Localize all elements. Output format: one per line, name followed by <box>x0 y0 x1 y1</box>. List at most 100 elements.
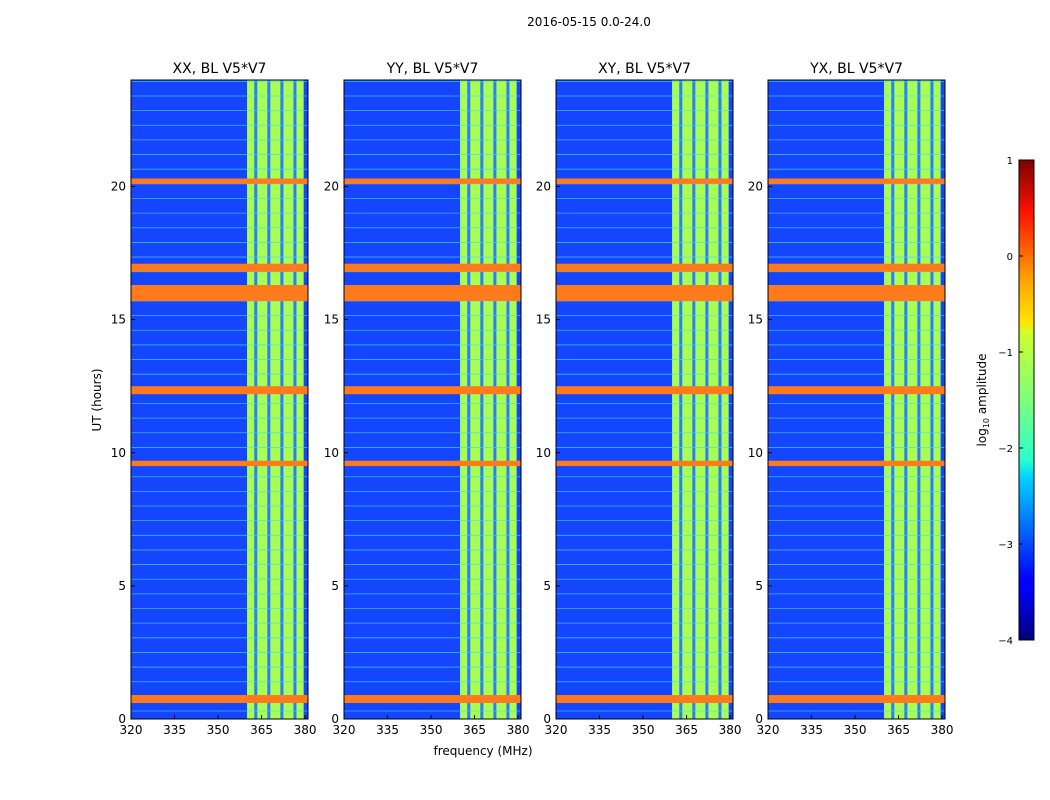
rfi-band <box>556 695 733 704</box>
rfi-band <box>768 285 945 301</box>
x-tick-label: 320 <box>120 723 143 737</box>
channel-gap <box>493 80 497 719</box>
rfi-band <box>556 460 733 467</box>
rfi-band <box>131 263 308 272</box>
colorbar <box>1018 159 1035 641</box>
y-axis-label: UT (hours) <box>90 368 104 431</box>
panel-title: XY, BL V5*V7 <box>598 61 691 77</box>
x-tick-label: 335 <box>588 723 611 737</box>
rfi-band <box>131 178 308 184</box>
channel-gap <box>480 80 484 719</box>
x-tick-label: 350 <box>632 723 655 737</box>
x-tick-label: 380 <box>719 723 742 737</box>
colorbar-label-suffix: amplitude <box>975 354 989 418</box>
y-tick-label: 20 <box>536 180 551 194</box>
y-tick-label: 15 <box>111 313 126 327</box>
y-tick-label: 15 <box>748 313 763 327</box>
rfi-band <box>344 386 521 395</box>
x-tick-label: 365 <box>250 723 273 737</box>
x-tick-label: 350 <box>420 723 443 737</box>
channel-gap <box>904 80 908 719</box>
colorbar-label-prefix: log <box>975 428 989 446</box>
x-tick-label: 380 <box>931 723 954 737</box>
rfi-band <box>768 460 945 467</box>
plot-frame <box>767 79 946 720</box>
channel-gap <box>293 80 297 719</box>
panel-title: YX, BL V5*V7 <box>809 61 903 77</box>
rfi-band <box>556 263 733 272</box>
rfi-band <box>344 460 521 467</box>
y-tick-label: 5 <box>543 579 551 593</box>
y-tick-label: 15 <box>324 313 339 327</box>
rfi-band <box>556 178 733 184</box>
y-tick-label: 10 <box>111 446 126 460</box>
x-tick-label: 335 <box>800 723 823 737</box>
x-tick-label: 350 <box>207 723 230 737</box>
x-tick-label: 350 <box>844 723 867 737</box>
channel-gap <box>254 80 258 719</box>
panel-1: 320 335 350 365 380 0 5 10 15 20 YY, BL V5*V7 <box>324 61 530 737</box>
channel-gap <box>679 80 683 719</box>
y-tick-label: 0 <box>543 712 551 726</box>
y-tick-label: 0 <box>331 712 339 726</box>
panel-title: XX, BL V5*V7 <box>173 61 267 77</box>
x-tick-label: 335 <box>376 723 399 737</box>
rfi-band <box>344 695 521 704</box>
y-tick-label: 20 <box>324 180 339 194</box>
y-tick-label: 0 <box>118 712 126 726</box>
channel-gap <box>930 80 934 719</box>
colorbar-tick-label: 0 <box>1007 252 1013 263</box>
rfi-band <box>768 178 945 184</box>
rfi-band <box>344 263 521 272</box>
x-tick-label: 335 <box>163 723 186 737</box>
x-tick-label: 365 <box>675 723 698 737</box>
plot-frame <box>130 79 309 720</box>
channel-gap <box>917 80 921 719</box>
channel-gap <box>280 80 284 719</box>
channel-gap <box>891 80 895 719</box>
figure-suptitle: 2016-05-15 0.0-24.0 <box>527 15 651 29</box>
channel-gap <box>718 80 722 719</box>
x-axis-label: frequency (MHz) <box>433 744 532 758</box>
rfi-band <box>131 285 308 301</box>
rfi-band <box>768 695 945 704</box>
colorbar-tick-label: 1 <box>1007 156 1013 167</box>
channel-gap <box>267 80 271 719</box>
x-tick-label: 365 <box>887 723 910 737</box>
rfi-band <box>344 178 521 184</box>
channel-gap <box>467 80 471 719</box>
colorbar-tick-label: −2 <box>998 444 1013 455</box>
y-tick-label: 5 <box>118 579 126 593</box>
x-tick-label: 380 <box>507 723 530 737</box>
y-tick-label: 15 <box>536 313 551 327</box>
x-tick-label: 320 <box>757 723 780 737</box>
y-tick-label: 10 <box>324 446 339 460</box>
rfi-band <box>768 263 945 272</box>
rfi-band <box>556 386 733 395</box>
colorbar-tick-label: −4 <box>998 636 1013 647</box>
panel-3: 320 335 350 365 380 0 5 10 15 20 YX, BL V5*V7 <box>748 61 954 737</box>
y-tick-label: 10 <box>748 446 763 460</box>
rfi-band <box>131 386 308 395</box>
channel-gap <box>506 80 510 719</box>
colorbar-label: log10 amplitude <box>975 354 991 447</box>
y-tick-label: 5 <box>755 579 763 593</box>
panel-2: 320 335 350 365 380 0 5 10 15 20 XY, BL V5*V7 <box>536 61 742 737</box>
colorbar-tick-label: −3 <box>998 540 1013 551</box>
rfi-band <box>131 695 308 704</box>
panel-0: 320 335 350 365 380 0 5 10 15 20 XX, BL V5*V7 <box>111 61 317 737</box>
plot-frame <box>343 79 522 720</box>
rfi-band <box>131 460 308 467</box>
rfi-band <box>344 285 521 301</box>
rfi-band <box>556 285 733 301</box>
rfi-band <box>768 386 945 395</box>
x-tick-label: 380 <box>294 723 317 737</box>
y-tick-label: 20 <box>111 180 126 194</box>
channel-gap <box>692 80 696 719</box>
colorbar-label-sub: 10 <box>982 418 991 428</box>
x-tick-label: 320 <box>545 723 568 737</box>
plot-frame <box>555 79 734 720</box>
y-tick-label: 5 <box>331 579 339 593</box>
y-tick-label: 10 <box>536 446 551 460</box>
